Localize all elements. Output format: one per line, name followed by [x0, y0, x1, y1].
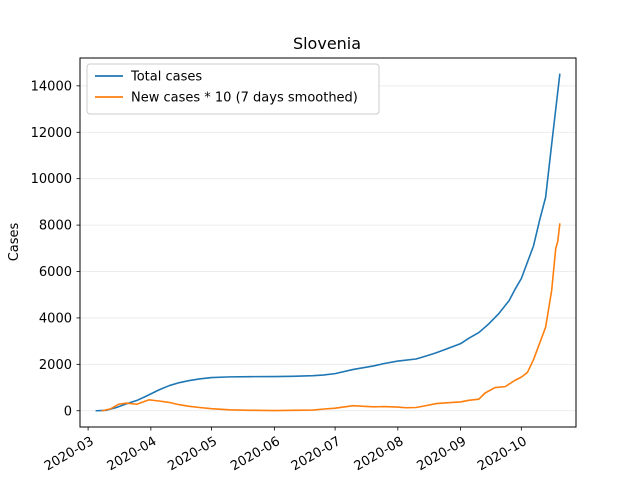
y-tick-label: 10000 — [31, 172, 72, 187]
y-tick-label: 8000 — [39, 219, 72, 234]
x-tick-label: 2020-10 — [475, 434, 530, 474]
x-tick-label: 2020-07 — [289, 434, 344, 474]
y-axis-label: Cases — [7, 222, 22, 261]
y-tick-label: 2000 — [39, 358, 72, 373]
series-line-2 — [101, 223, 561, 412]
legend: Total cases New cases * 10 (7 days smooth… — [86, 63, 380, 115]
y-tick-label: 14000 — [31, 79, 72, 94]
x-tick-label: 2020-06 — [228, 434, 283, 474]
legend-label: Total cases — [130, 70, 202, 85]
y-axis-ticks: 0 2000 4000 6000 8000 10000 12000 14000 — [31, 79, 80, 419]
x-tick-label: 2020-03 — [42, 434, 97, 474]
y-tick-label: 12000 — [31, 126, 72, 141]
y-tick-label: 6000 — [39, 265, 72, 280]
legend-label: New cases * 10 (7 days smoothed) — [131, 91, 358, 106]
plot-frame — [79, 57, 577, 428]
chart-title: Slovenia — [293, 34, 361, 53]
x-tick-label: 2020-08 — [352, 434, 407, 474]
x-tick-label: 2020-04 — [105, 434, 160, 474]
series-lines — [95, 73, 561, 412]
legend-box — [86, 63, 380, 115]
x-tick-label: 2020-09 — [414, 434, 469, 474]
gridlines — [80, 85, 576, 412]
y-tick-label: 0 — [64, 404, 72, 419]
series-line-1 — [95, 73, 561, 412]
x-tick-label: 2020-05 — [165, 434, 220, 474]
y-tick-label: 4000 — [39, 311, 72, 326]
x-axis-ticks: 2020-03 2020-04 2020-05 2020-06 2020-07 2020-… — [42, 427, 530, 474]
